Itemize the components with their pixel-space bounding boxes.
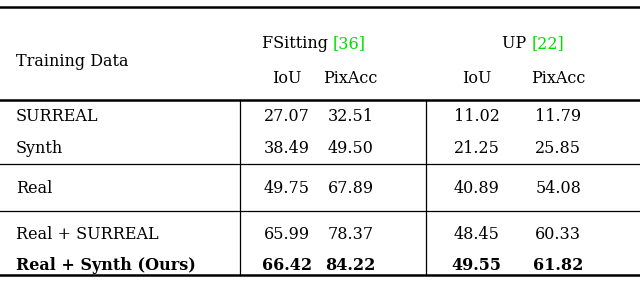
Text: [22]: [22] (531, 35, 564, 52)
Text: [36]: [36] (333, 35, 366, 52)
Text: 65.99: 65.99 (264, 226, 310, 243)
Text: 49.75: 49.75 (264, 180, 310, 197)
Text: 49.55: 49.55 (452, 257, 502, 274)
Text: 11.02: 11.02 (454, 108, 500, 125)
Text: 40.89: 40.89 (454, 180, 500, 197)
Text: 78.37: 78.37 (328, 226, 374, 243)
Text: 84.22: 84.22 (326, 257, 376, 274)
Text: SURREAL: SURREAL (16, 108, 99, 125)
Text: 25.85: 25.85 (535, 140, 581, 157)
Text: 38.49: 38.49 (264, 140, 310, 157)
Text: 21.25: 21.25 (454, 140, 500, 157)
Text: Real + Synth (Ours): Real + Synth (Ours) (16, 257, 196, 274)
Text: 54.08: 54.08 (535, 180, 581, 197)
Text: 66.42: 66.42 (262, 257, 312, 274)
Text: Synth: Synth (16, 140, 63, 157)
Text: IoU: IoU (272, 70, 301, 87)
Text: 32.51: 32.51 (328, 108, 374, 125)
Text: 60.33: 60.33 (535, 226, 581, 243)
Text: 11.79: 11.79 (535, 108, 581, 125)
Text: 61.82: 61.82 (533, 257, 583, 274)
Text: FSitting: FSitting (262, 35, 333, 52)
Text: Training Data: Training Data (16, 53, 129, 70)
Text: PixAcc: PixAcc (324, 70, 378, 87)
Text: Real + SURREAL: Real + SURREAL (16, 226, 159, 243)
Text: PixAcc: PixAcc (531, 70, 585, 87)
Text: 48.45: 48.45 (454, 226, 500, 243)
Text: UP: UP (502, 35, 531, 52)
Text: 49.50: 49.50 (328, 140, 374, 157)
Text: 67.89: 67.89 (328, 180, 374, 197)
Text: 27.07: 27.07 (264, 108, 310, 125)
Text: Real: Real (16, 180, 52, 197)
Text: IoU: IoU (462, 70, 492, 87)
